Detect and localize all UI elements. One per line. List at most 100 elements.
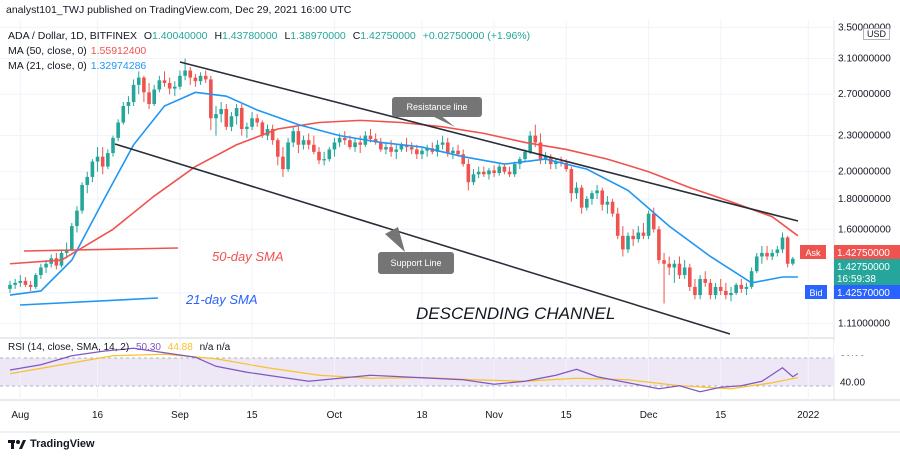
candle [471, 169, 476, 185]
candle-body [126, 102, 131, 106]
candle [198, 72, 203, 85]
candle-body [543, 156, 548, 160]
candle-body [693, 286, 697, 296]
bid-tag: Bid 1.42570000 [805, 285, 900, 299]
candle [95, 147, 100, 172]
rsi-tick-label: 40.00 [840, 377, 865, 388]
candle-body [188, 70, 193, 78]
candle-body [744, 286, 749, 289]
candle [106, 149, 110, 170]
candle-body [173, 86, 177, 89]
candle [39, 263, 43, 279]
candle [785, 235, 790, 268]
candle [708, 278, 713, 300]
time-tick-label: 15 [246, 410, 258, 421]
candle-body [270, 128, 275, 141]
candle-body [775, 249, 780, 253]
candle [543, 151, 548, 165]
candle-body [682, 267, 687, 276]
bid-value: 1.42570000 [837, 288, 890, 299]
candle [765, 245, 769, 261]
candle-body [713, 286, 718, 296]
candle-body [445, 142, 450, 154]
candle [379, 137, 383, 152]
time-tick-label: 16 [92, 410, 104, 421]
candle [255, 114, 259, 127]
candle-body [636, 232, 641, 240]
candle [173, 81, 177, 97]
price-tick-label: 2.30000000 [838, 131, 891, 142]
candle-body [497, 166, 502, 173]
candle-body [348, 140, 352, 148]
candle-body [23, 280, 28, 285]
candle [23, 276, 28, 287]
candle-body [754, 256, 759, 272]
candle [677, 256, 682, 279]
ma50-legend: MA (50, close, 0) 1.55912400 [8, 45, 147, 57]
candle-body [13, 282, 17, 285]
candle-body [33, 275, 38, 287]
ask-tag: Ask 1.42750000 [800, 245, 900, 259]
candle [595, 184, 599, 199]
candle-body [461, 154, 465, 165]
candle-body [765, 252, 769, 257]
candle [440, 135, 445, 150]
candle [312, 135, 316, 155]
candle-body [651, 213, 656, 230]
candle-body [533, 135, 538, 143]
candle [70, 222, 74, 252]
candle [646, 210, 651, 240]
ma50-marker-line [23, 247, 179, 252]
candle [152, 84, 156, 106]
time-tick-label: 15 [561, 410, 573, 421]
candle-body [615, 213, 620, 236]
candle [667, 256, 671, 276]
candle [178, 70, 182, 90]
candle-body [595, 190, 599, 194]
candle [451, 147, 455, 160]
candle-body [209, 79, 213, 119]
candle-body [95, 156, 100, 162]
currency-badge[interactable]: USD [863, 28, 891, 40]
candle [507, 166, 512, 177]
candle [157, 75, 162, 93]
time-tick-label: Sep [171, 410, 189, 421]
candle-body [193, 77, 198, 82]
candle-body [780, 237, 785, 250]
tradingview-footer[interactable]: TradingView [8, 438, 95, 450]
candle-body [224, 108, 229, 127]
candle-body [394, 149, 399, 152]
candle-body [214, 114, 218, 119]
sma50-annotation: 50-day SMA [212, 249, 284, 264]
candle-body [70, 226, 74, 250]
candle-body [646, 213, 651, 236]
candle [657, 226, 661, 264]
candle-body [451, 150, 455, 154]
candle [111, 135, 115, 157]
candle-body [301, 140, 306, 145]
candle [487, 167, 491, 180]
candle-body [456, 150, 460, 155]
candle [167, 77, 172, 95]
candle [600, 187, 605, 211]
candle [281, 147, 285, 177]
candle-body [425, 148, 429, 151]
candle-body [142, 77, 146, 93]
candle-body [641, 232, 646, 236]
candle [224, 103, 229, 131]
candle-body [523, 151, 527, 160]
candle-body [157, 80, 162, 90]
candle [116, 119, 120, 142]
candle-body [322, 159, 326, 161]
candle [760, 245, 764, 264]
candle-body [657, 229, 661, 261]
price-tick-label: 2.70000000 [838, 89, 891, 100]
candle-body [131, 84, 136, 103]
candle-body [379, 142, 383, 150]
candle [698, 275, 702, 300]
candle-body [770, 252, 774, 257]
candle [234, 103, 239, 125]
candle-body [358, 142, 362, 145]
candle [394, 144, 399, 160]
